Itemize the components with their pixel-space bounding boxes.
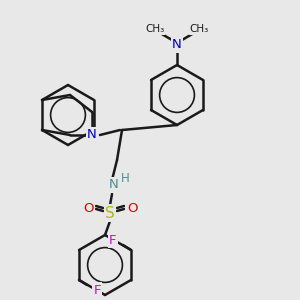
Text: N: N bbox=[87, 128, 97, 142]
Text: O: O bbox=[127, 202, 137, 214]
Text: N: N bbox=[109, 178, 119, 191]
Text: O: O bbox=[83, 202, 93, 214]
Text: F: F bbox=[93, 284, 101, 296]
Text: F: F bbox=[109, 233, 117, 247]
Text: CH₃: CH₃ bbox=[189, 24, 208, 34]
Text: S: S bbox=[105, 206, 115, 220]
Text: N: N bbox=[172, 38, 182, 52]
Text: CH₃: CH₃ bbox=[146, 24, 165, 34]
Text: H: H bbox=[121, 172, 129, 184]
